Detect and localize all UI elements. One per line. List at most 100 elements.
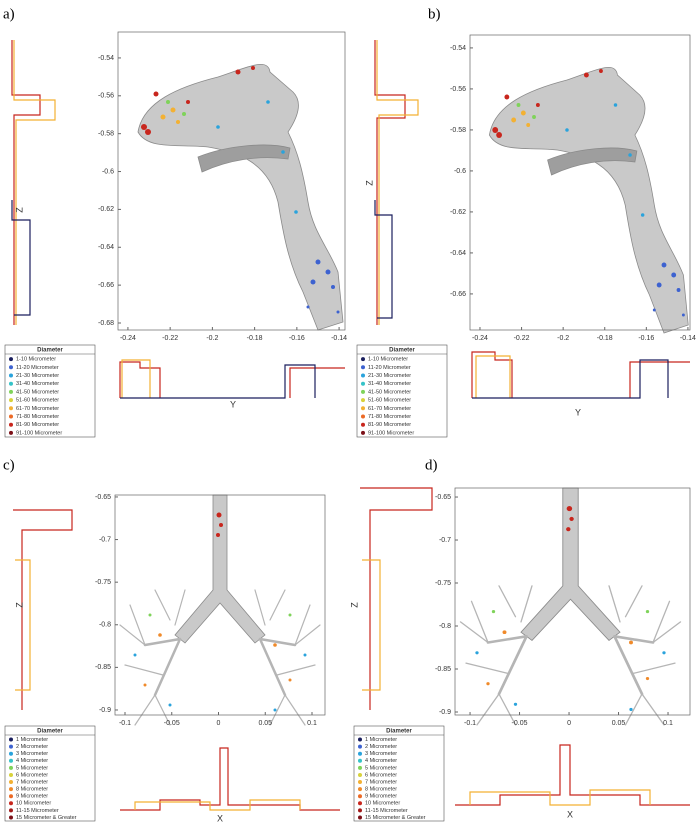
legend-marker: [9, 815, 13, 820]
legend-entry: 7 Micrometer: [16, 779, 48, 785]
y-tick-label: -0.85: [95, 664, 111, 671]
legend-marker: [361, 357, 365, 362]
plot-frame: [454, 487, 691, 716]
legend-marker: [361, 422, 365, 427]
y-tick-label: -0.56: [450, 86, 466, 93]
legend-marker: [361, 389, 365, 394]
y-tick-label: -0.6: [454, 168, 466, 175]
y-tick-label: -0.62: [450, 209, 466, 216]
legend-marker: [361, 365, 365, 370]
y-tick-label: -0.8: [439, 623, 451, 630]
legend-marker: [9, 422, 13, 427]
legend-entry: 15 Micrometer & Greater: [365, 815, 426, 821]
y-tick-label: -0.58: [98, 131, 114, 138]
legend-marker: [9, 414, 13, 419]
y-tick-label: -0.66: [450, 291, 466, 298]
legend-entry: 81-90 Micrometer: [368, 422, 411, 428]
y-tick-label: -0.9: [439, 709, 451, 716]
legend-marker: [361, 381, 365, 386]
y-tick-label: -0.58: [450, 127, 466, 134]
x-tick-label: -0.18: [597, 335, 613, 342]
legend-entry: 10 Micrometer: [365, 801, 400, 807]
legend-frame: [4, 344, 96, 438]
legend-title: Diameter: [389, 348, 415, 354]
legend-entry: 21-30 Micrometer: [368, 373, 411, 379]
legend-entry: 11-20 Micrometer: [368, 365, 411, 371]
legend-marker: [9, 772, 13, 777]
legend-entry: 5 Micrometer: [365, 765, 397, 771]
legend-entry: 71-80 Micrometer: [16, 414, 59, 420]
legend-marker: [358, 794, 362, 799]
z-axis-label: Z: [349, 602, 359, 608]
y-tick-label: -0.6: [102, 168, 114, 175]
legend-marker: [9, 357, 13, 362]
plot-frame: [117, 31, 346, 331]
legend-marker: [9, 808, 13, 813]
legend-marker: [358, 737, 362, 742]
x-tick-label: -0.1: [119, 720, 131, 727]
legend-entry: 91-100 Micrometer: [16, 430, 62, 436]
legend-marker: [9, 398, 13, 403]
legend-frame: [356, 344, 448, 438]
y-tick-label: -0.62: [98, 206, 114, 213]
x-tick-label: -0.14: [680, 335, 696, 342]
legend-entry: 9 Micrometer: [16, 794, 48, 800]
x-tick-label: 0: [217, 720, 221, 727]
y-tick-label: -0.65: [95, 494, 111, 501]
panel-label: a): [3, 6, 15, 22]
legend-entry: 1 Micrometer: [16, 737, 48, 743]
legend-entry: 5 Micrometer: [16, 765, 48, 771]
legend-entry: 51-60 Micrometer: [16, 398, 59, 404]
legend-marker: [9, 430, 13, 435]
legend-marker: [9, 406, 13, 411]
legend-marker: [9, 765, 13, 770]
x-tick-label: -0.24: [472, 335, 488, 342]
legend-entry: 9 Micrometer: [365, 794, 397, 800]
z-axis-label: Z: [364, 180, 374, 186]
x-axis-label: Y: [230, 399, 236, 409]
z-axis-label: Z: [14, 207, 24, 213]
plot-frame: [469, 34, 691, 331]
y-tick-label: -0.56: [98, 93, 114, 100]
y-tick-label: -0.7: [439, 537, 451, 544]
legend-marker: [9, 758, 13, 763]
legend-marker: [358, 780, 362, 785]
legend-entry: 81-90 Micrometer: [16, 422, 59, 428]
legend-entry: 31-40 Micrometer: [16, 381, 59, 387]
legend-title: Diameter: [386, 729, 412, 735]
z-axis-label: Z: [14, 602, 24, 608]
legend-entry: 91-100 Micrometer: [368, 430, 414, 436]
y-tick-label: -0.64: [98, 244, 114, 251]
y-tick-label: -0.75: [95, 579, 111, 586]
panel-label: b): [428, 6, 441, 22]
panel-label: c): [3, 457, 15, 473]
x-tick-label: -0.22: [514, 335, 530, 342]
legend-entry: 1-10 Micrometer: [16, 357, 56, 363]
x-tick-label: -0.14: [331, 335, 347, 342]
y-tick-label: -0.68: [98, 320, 114, 327]
legend-entry: 4 Micrometer: [16, 758, 48, 764]
legend-marker: [9, 787, 13, 792]
legend-marker: [9, 389, 13, 394]
x-tick-label: 0: [567, 720, 571, 727]
legend-entry: 1-10 Micrometer: [368, 357, 408, 363]
legend-entry: 7 Micrometer: [365, 779, 397, 785]
legend-marker: [361, 430, 365, 435]
legend-entry: 41-50 Micrometer: [368, 389, 411, 395]
legend-entry: 11-20 Micrometer: [16, 365, 59, 371]
y-tick-label: -0.54: [450, 45, 466, 52]
y-tick-label: -0.54: [98, 55, 114, 62]
x-axis-label: X: [567, 809, 573, 819]
legend-entry: 6 Micrometer: [16, 772, 48, 778]
plot-frame: [114, 494, 326, 716]
legend-marker: [358, 751, 362, 756]
y-tick-label: -0.65: [435, 494, 451, 501]
legend-marker: [9, 744, 13, 749]
x-tick-label: -0.16: [638, 335, 654, 342]
legend-marker: [9, 381, 13, 386]
y-tick-label: -0.66: [98, 282, 114, 289]
legend-marker: [358, 744, 362, 749]
legend-entry: 2 Micrometer: [365, 744, 397, 750]
x-tick-label: -0.16: [289, 335, 305, 342]
